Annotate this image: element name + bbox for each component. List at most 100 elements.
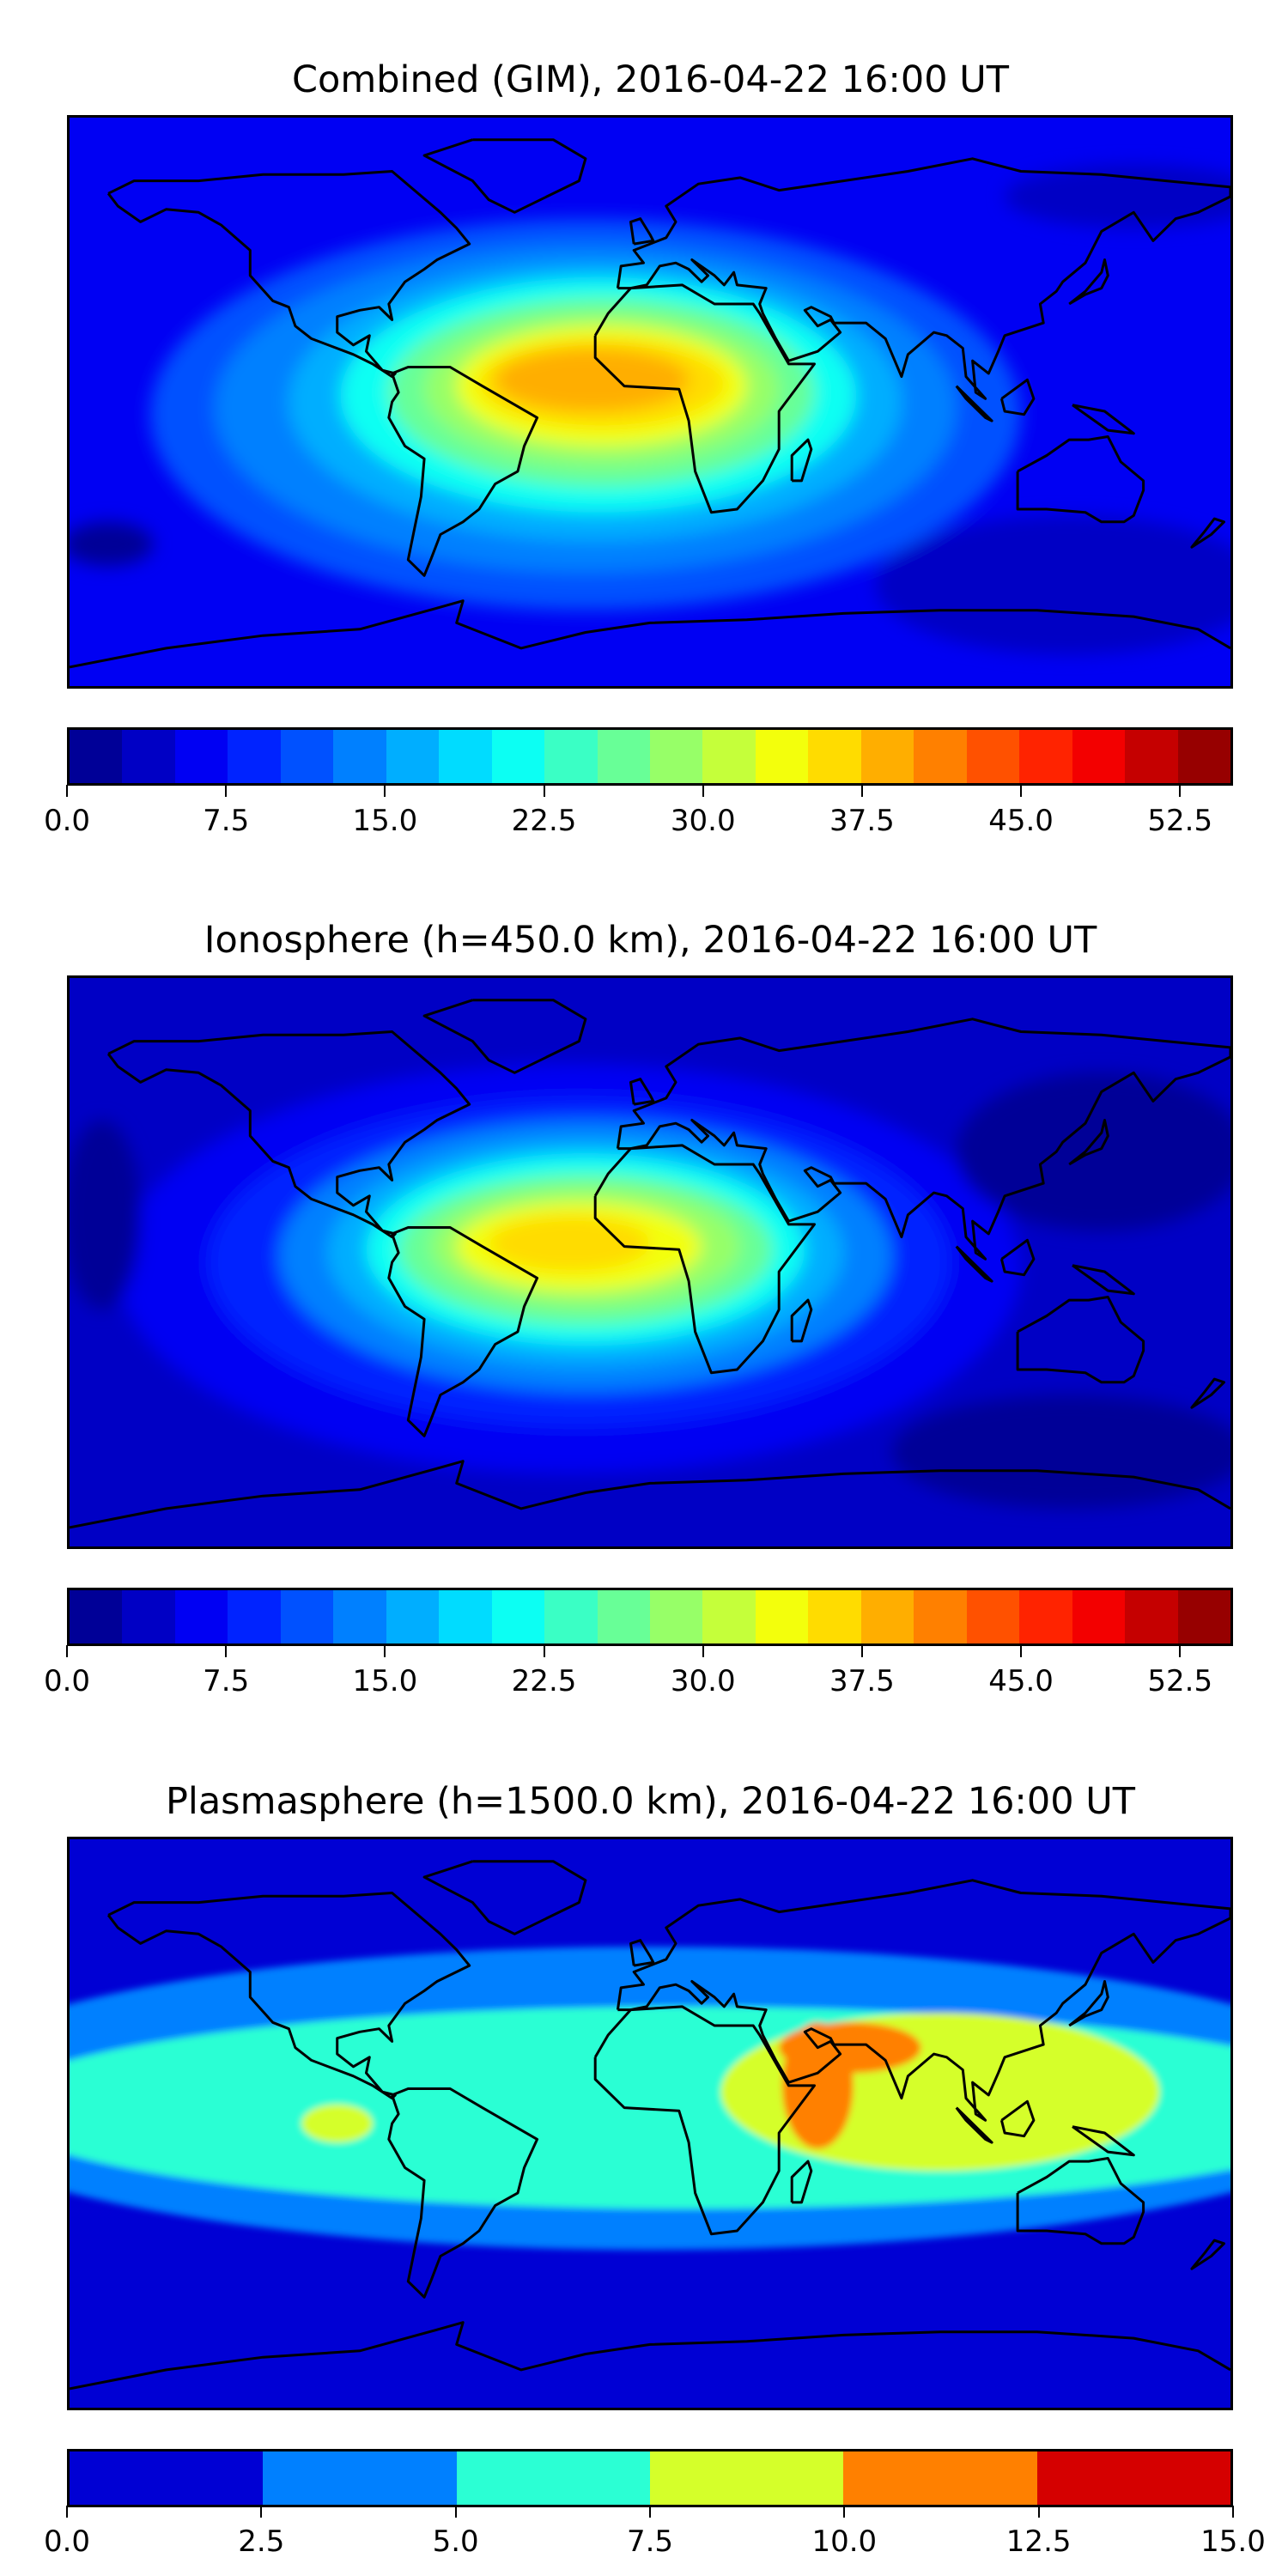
- colorbar-tick-label: 52.5: [1147, 1664, 1213, 1698]
- colorbar-bin: [439, 1590, 492, 1643]
- colorbar-tick-label: 0.0: [43, 2524, 91, 2559]
- coastline-madagascar: [790, 2160, 813, 2204]
- colorbar-bin: [439, 730, 492, 783]
- map-svg: [70, 978, 1230, 1546]
- colorbar-tick-label: 12.5: [1005, 2524, 1072, 2559]
- colorbar-bin: [914, 1590, 967, 1643]
- colorbar-tick-mark: [702, 785, 704, 797]
- colorbar-ticks-ionosphere: 0.0 7.5 15.0 22.5 30.0 37.5 45.0 52.5: [44, 1645, 1233, 1714]
- colorbar-bin: [755, 1590, 809, 1643]
- coastline-borneo: [999, 2099, 1036, 2138]
- map-svg: [70, 1839, 1230, 2408]
- colorbar-bin: [333, 1590, 386, 1643]
- coastline-australia: [1016, 1296, 1145, 1384]
- colorbar-tick-label: 52.5: [1147, 804, 1213, 838]
- coastline-north-america: [106, 1892, 471, 2100]
- colorbar-bin: [860, 730, 914, 783]
- colorbar-tick-mark: [225, 785, 228, 797]
- panel-title-plasmasphere: Plasmasphere (h=1500.0 km), 2016-04-22 1…: [165, 1780, 1136, 1823]
- colorbar-tick-mark: [860, 1645, 863, 1657]
- colorbar-bin: [228, 730, 281, 783]
- coastline-antarctica: [70, 2321, 1230, 2391]
- colorbar-tick-mark: [225, 1645, 228, 1657]
- colorbar-bin: [174, 730, 228, 783]
- colorbar-tick-mark: [454, 2506, 457, 2518]
- colorbar-ionosphere: [67, 1588, 1233, 1646]
- coastline-new-guinea: [1072, 404, 1135, 435]
- coastline-africa: [593, 2005, 816, 2236]
- colorbar-bin: [860, 1590, 914, 1643]
- colorbar-tick-mark: [843, 2506, 846, 2518]
- contour-level: [495, 348, 690, 412]
- coastline-africa: [593, 1144, 816, 1375]
- colorbar-bin: [174, 1590, 228, 1643]
- colorbar-tick-label: 7.5: [203, 1664, 250, 1698]
- colorbar-bin: [122, 1590, 175, 1643]
- colorbar-tick-label: 15.0: [352, 1664, 418, 1698]
- coastline-australia: [1016, 2157, 1145, 2245]
- colorbar-tick-mark: [1037, 2506, 1040, 2518]
- colorbar-tick-mark: [1020, 1645, 1023, 1657]
- colorbar-bin: [1177, 1590, 1230, 1643]
- coastline-japan: [1068, 1119, 1109, 1166]
- colorbar-ticks-plasmasphere: 0.0 2.5 5.0 7.5 10.0 12.5 15.0: [44, 2506, 1266, 2574]
- colorbar-tick-mark: [384, 1645, 386, 1657]
- contour-level: [779, 2022, 921, 2074]
- colorbar-tick-label: 22.5: [511, 804, 577, 838]
- coastline-south-america: [387, 366, 539, 577]
- colorbar-tick-mark: [66, 1645, 68, 1657]
- coastline-great-britain: [629, 217, 655, 246]
- map-ionosphere: [67, 975, 1233, 1549]
- coastline-greenland: [422, 999, 587, 1074]
- colorbar-tick-label: 30.0: [670, 804, 736, 838]
- coastline-japan: [1068, 1980, 1109, 2027]
- colorbar-bin: [1019, 730, 1072, 783]
- colorbar-tick-mark: [66, 785, 68, 797]
- map-svg: [70, 118, 1230, 686]
- colorbar-tick-label: 0.0: [43, 804, 91, 838]
- colorbar-bin: [1019, 1590, 1072, 1643]
- colorbar-bin: [702, 730, 756, 783]
- colorbar-tick-mark: [649, 2506, 651, 2518]
- colorbar-tick-label: 15.0: [1200, 2524, 1266, 2559]
- colorbar-bin: [597, 1590, 650, 1643]
- colorbar-bin: [755, 730, 809, 783]
- colorbar-bin: [386, 730, 440, 783]
- coastline-sumatra: [955, 1245, 993, 1283]
- contour-level: [489, 1214, 650, 1273]
- coastline-north-america: [106, 170, 471, 379]
- colorbar-bin: [280, 1590, 334, 1643]
- colorbar-bin: [1177, 730, 1230, 783]
- colorbar-tick-mark: [66, 2506, 68, 2518]
- colorbar-tick-mark: [1020, 785, 1023, 797]
- colorbar-tick-mark: [543, 785, 545, 797]
- colorbar-tick-label: 45.0: [988, 1664, 1054, 1698]
- colorbar-bin: [966, 1590, 1020, 1643]
- colorbar-tick-mark: [260, 2506, 263, 2518]
- colorbar-bin: [1072, 730, 1126, 783]
- colorbar-bin: [597, 730, 650, 783]
- colorbar-tick-label: 15.0: [352, 804, 418, 838]
- colorbar-bin: [263, 2451, 457, 2505]
- colorbar-bin: [456, 2451, 650, 2505]
- colorbar-tick-label: 5.0: [432, 2524, 479, 2559]
- colorbar-tick-label: 10.0: [811, 2524, 878, 2559]
- colorbar-bin: [808, 1590, 861, 1643]
- coastline-great-britain: [629, 1078, 655, 1106]
- coastline-borneo: [999, 1238, 1036, 1277]
- colorbar-bin: [280, 730, 334, 783]
- colorbar-tick-label: 7.5: [626, 2524, 674, 2559]
- colorbar-tick-mark: [1179, 785, 1182, 797]
- colorbar-bin: [843, 2451, 1037, 2505]
- colorbar-bin: [702, 1590, 756, 1643]
- colorbar-bin: [228, 1590, 281, 1643]
- contour-level: [301, 2104, 374, 2143]
- colorbar-bin: [70, 1590, 123, 1643]
- coastline-africa: [593, 283, 816, 514]
- colorbar-bin: [333, 730, 386, 783]
- coastline-new-zealand: [1190, 517, 1225, 549]
- colorbar-bin: [544, 1590, 598, 1643]
- colorbar-combined: [67, 727, 1233, 786]
- colorbar-tick-label: 37.5: [829, 1664, 895, 1698]
- colorbar-bin: [491, 730, 545, 783]
